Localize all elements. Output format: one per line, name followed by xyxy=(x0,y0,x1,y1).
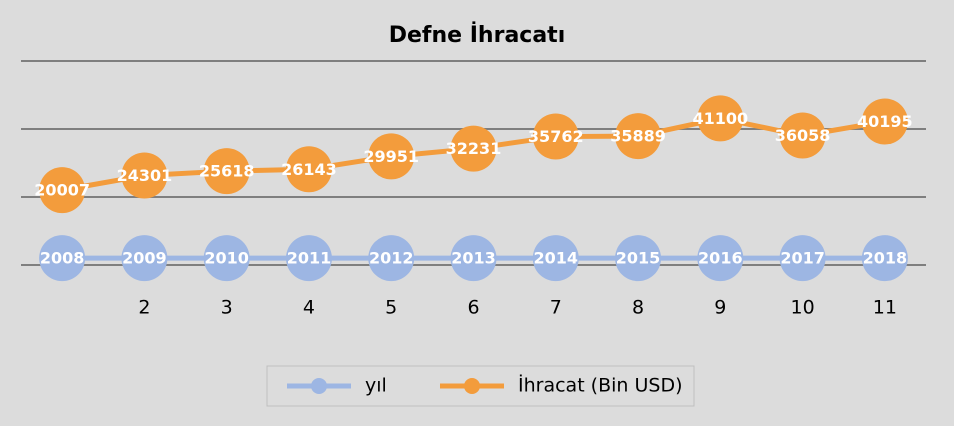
data-label: 40195 xyxy=(857,112,913,131)
data-label: 2013 xyxy=(451,249,496,268)
data-label: 2018 xyxy=(863,249,908,268)
legend-label: İhracat (Bin USD) xyxy=(518,374,683,397)
data-label: 20007 xyxy=(34,181,90,200)
data-label: 29951 xyxy=(363,147,419,166)
x-tick-label: 6 xyxy=(467,297,479,319)
data-label: 25618 xyxy=(199,162,255,181)
x-tick-label: 11 xyxy=(873,297,897,319)
data-label: 2011 xyxy=(287,249,332,268)
data-label: 35762 xyxy=(528,127,584,146)
data-label: 2017 xyxy=(780,249,825,268)
data-label: 41100 xyxy=(692,109,748,128)
data-label: 2008 xyxy=(40,249,85,268)
x-tick-label: 3 xyxy=(221,297,233,319)
x-tick-label: 2 xyxy=(138,297,150,319)
data-label: 26143 xyxy=(281,160,337,179)
x-tick-label: 8 xyxy=(632,297,644,319)
data-label: 2009 xyxy=(122,249,167,268)
data-label: 32231 xyxy=(446,139,502,158)
x-tick-label: 10 xyxy=(790,297,814,319)
data-label: 36058 xyxy=(775,126,831,145)
legend-marker xyxy=(311,378,327,394)
legend-marker xyxy=(464,378,480,394)
data-label: 2015 xyxy=(616,249,661,268)
x-tick-label: 7 xyxy=(550,297,562,319)
chart-title: Defne İhracatı xyxy=(389,22,565,48)
data-label: 2010 xyxy=(204,249,249,268)
legend-label: yıl xyxy=(365,375,387,397)
x-tick-label: 9 xyxy=(714,297,726,319)
data-label: 35889 xyxy=(610,127,666,146)
data-label: 2014 xyxy=(534,249,579,268)
data-label: 2016 xyxy=(698,249,743,268)
x-tick-label: 4 xyxy=(303,297,315,319)
data-label: 2012 xyxy=(369,249,414,268)
x-tick-label: 5 xyxy=(385,297,397,319)
data-label: 24301 xyxy=(117,166,173,185)
